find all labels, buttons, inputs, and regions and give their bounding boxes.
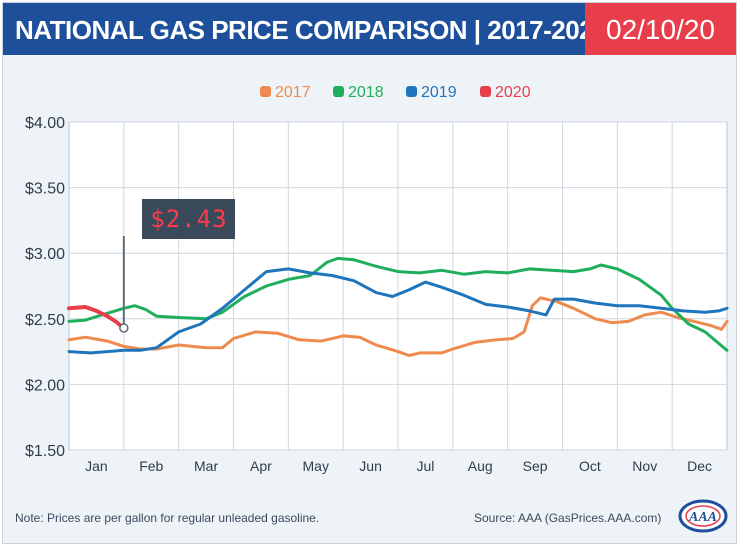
x-tick-label: Feb [139,458,163,474]
legend-swatch-2018 [333,86,344,97]
series-line-2019 [67,267,729,355]
y-tick-label: $3.00 [25,246,65,263]
y-tick-label: $2.00 [25,377,65,394]
legend-label-2017: 2017 [275,84,311,101]
date-label: 02/10/20 [606,14,715,45]
footnote: Note: Prices are per gallon for regular … [15,511,320,525]
legend-label-2018: 2018 [348,84,384,101]
legend-swatch-2019 [406,86,417,97]
series-line-2018 [67,256,729,352]
x-tick-label: Nov [632,458,657,474]
x-tick-label: Dec [687,458,712,474]
x-tick-label: Aug [468,458,493,474]
x-tick-label: Mar [194,458,218,474]
x-tick-label: Apr [250,458,272,474]
legend-label-2019: 2019 [421,84,457,101]
callout-label: $2.43 [150,205,227,233]
x-tick-label: Jan [85,458,108,474]
x-tick-label: Oct [579,458,601,474]
y-tick-label: $1.50 [25,443,65,460]
y-tick-label: $3.50 [25,181,65,198]
series-line-2020 [67,305,126,330]
page-title: NATIONAL GAS PRICE COMPARISON | 2017-202… [15,15,608,45]
gas-price-chart: $1.50 $2.00 $2.50 $3.00 $3.50 $4.00 Jan Feb Mar A… [25,84,729,474]
legend-swatch-2020 [480,86,491,97]
title-bar: NATIONAL GAS PRICE COMPARISON | 2017-202… [3,3,608,55]
x-tick-label: May [303,458,329,474]
series-line-2017 [67,296,729,357]
x-tick-label: Sep [523,458,548,474]
y-tick-label: $2.50 [25,312,65,329]
aaa-logo: AAA [678,499,728,533]
callout-box [142,199,235,239]
aaa-logo-text: AAA [688,510,717,525]
date-badge: 02/10/20 [585,3,736,55]
x-tick-label: Jun [359,458,382,474]
source-note: Source: AAA (GasPrices.AAA.com) [474,511,662,525]
legend-swatch-2017 [260,86,271,97]
x-tick-label: Jul [416,458,434,474]
y-tick-label: $4.00 [25,115,65,132]
legend-label-2020: 2020 [495,84,531,101]
callout-marker [119,323,129,333]
